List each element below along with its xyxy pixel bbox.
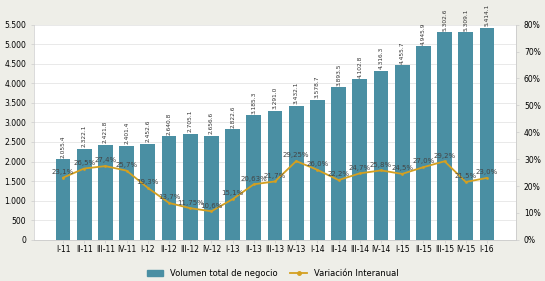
Bar <box>98 145 113 240</box>
Bar <box>183 134 198 240</box>
Bar <box>119 146 134 240</box>
Text: 26,5%: 26,5% <box>73 160 95 166</box>
Text: 29,2%: 29,2% <box>433 153 456 158</box>
Text: 23,0%: 23,0% <box>476 169 498 175</box>
Text: 25,7%: 25,7% <box>116 162 138 168</box>
Bar <box>204 136 219 240</box>
Legend: Volumen total de negocio, Variación Interanual: Volumen total de negocio, Variación Inte… <box>143 265 402 281</box>
Text: 29,25%: 29,25% <box>283 152 310 158</box>
Text: 2.640.8: 2.640.8 <box>167 112 172 135</box>
Text: 3.291.0: 3.291.0 <box>272 87 277 110</box>
Text: 3.893.5: 3.893.5 <box>336 64 341 86</box>
Text: 3.578.7: 3.578.7 <box>315 76 320 98</box>
Text: 4.455.7: 4.455.7 <box>399 41 405 64</box>
Bar <box>56 159 70 240</box>
Text: 2.705.1: 2.705.1 <box>187 110 193 132</box>
Text: 10,6%: 10,6% <box>200 203 222 209</box>
Text: 27,4%: 27,4% <box>94 157 117 164</box>
Text: 3.432.1: 3.432.1 <box>294 81 299 104</box>
Bar <box>77 149 92 240</box>
Text: 4.945.9: 4.945.9 <box>421 22 426 45</box>
Bar <box>416 46 431 240</box>
Bar <box>331 87 346 240</box>
Bar <box>141 144 155 240</box>
Bar <box>458 32 473 240</box>
Bar <box>373 71 389 240</box>
Text: 4.102.8: 4.102.8 <box>358 55 362 78</box>
Text: 24,7%: 24,7% <box>349 165 371 171</box>
Text: 21,7%: 21,7% <box>264 173 286 179</box>
Text: 2.822.6: 2.822.6 <box>230 105 235 128</box>
Text: 2.055.4: 2.055.4 <box>60 135 65 158</box>
Text: 2.656.6: 2.656.6 <box>209 112 214 134</box>
Text: 20,63%: 20,63% <box>240 176 267 182</box>
Bar <box>437 32 452 240</box>
Text: 3.185.3: 3.185.3 <box>251 91 256 114</box>
Bar <box>353 79 367 240</box>
Text: 2.452.6: 2.452.6 <box>146 120 150 142</box>
Text: 5.302.6: 5.302.6 <box>442 8 447 31</box>
Text: 2.401.4: 2.401.4 <box>124 122 129 144</box>
Text: 26,0%: 26,0% <box>306 161 329 167</box>
Text: 5.414.1: 5.414.1 <box>485 4 489 26</box>
Bar <box>162 137 177 240</box>
Text: 27,0%: 27,0% <box>412 158 434 164</box>
Text: 11,75%: 11,75% <box>177 200 204 205</box>
Text: 24,5%: 24,5% <box>391 165 413 171</box>
Text: 4.316.3: 4.316.3 <box>378 47 384 69</box>
Text: 5.309.1: 5.309.1 <box>463 8 468 31</box>
Bar <box>225 129 240 240</box>
Text: 19,3%: 19,3% <box>137 179 159 185</box>
Text: 2.322.1: 2.322.1 <box>82 125 87 147</box>
Text: 25,8%: 25,8% <box>370 162 392 168</box>
Text: 22,2%: 22,2% <box>328 171 349 177</box>
Bar <box>246 115 261 240</box>
Text: 23,1%: 23,1% <box>52 169 74 175</box>
Bar <box>289 106 304 240</box>
Text: 15,1%: 15,1% <box>221 191 244 196</box>
Text: 2.421.8: 2.421.8 <box>103 121 108 144</box>
Bar <box>268 111 282 240</box>
Text: 21,5%: 21,5% <box>455 173 477 179</box>
Bar <box>395 65 410 240</box>
Text: 13,7%: 13,7% <box>158 194 180 200</box>
Bar <box>480 28 494 240</box>
Bar <box>310 100 325 240</box>
